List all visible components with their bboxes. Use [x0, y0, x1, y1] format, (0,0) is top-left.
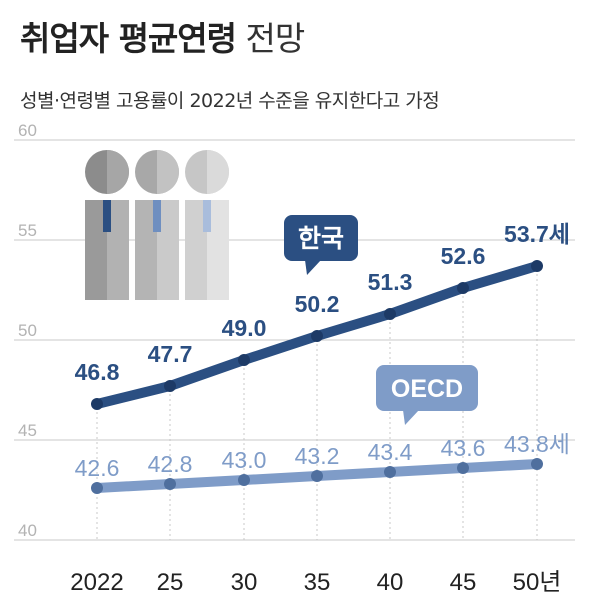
x-tick-label: 2022	[70, 569, 123, 596]
callout-korea-tail	[305, 260, 321, 275]
y-tick-label: 45	[18, 421, 37, 440]
people-illustration	[85, 150, 229, 300]
data-point	[457, 282, 469, 294]
data-label: 43.6	[441, 435, 486, 461]
callout-oecd-box	[376, 365, 478, 411]
person-figure-dark	[85, 150, 129, 300]
x-tick-label: 25	[157, 569, 184, 596]
data-label: 42.8	[148, 451, 193, 477]
y-tick-label: 55	[18, 221, 37, 240]
x-tick-label: 35	[304, 569, 331, 596]
data-point	[311, 330, 323, 342]
data-point	[91, 398, 103, 410]
data-label: 43.8세	[504, 431, 570, 457]
data-label: 53.7세	[504, 221, 570, 247]
y-tick-label: 50	[18, 321, 37, 340]
person-figure-medium	[135, 150, 179, 300]
y-tick-label: 60	[18, 121, 37, 140]
x-tick-label: 30	[231, 569, 258, 596]
callout-korea-label: 한국	[298, 225, 344, 253]
callout-korea: 한국	[284, 215, 358, 275]
data-label: 43.0	[222, 447, 267, 473]
data-point	[164, 380, 176, 392]
data-label: 42.6	[75, 455, 120, 481]
data-label: 46.8	[75, 359, 120, 385]
title-main: 취업자 평균연령	[20, 19, 237, 58]
callout-oecd-tail	[403, 410, 419, 425]
data-label: 43.4	[368, 439, 413, 465]
data-label: 43.2	[295, 443, 340, 469]
data-point	[238, 474, 250, 486]
data-label: 47.7	[148, 341, 193, 367]
x-tick-label: 40	[377, 569, 404, 596]
data-label: 51.3	[368, 269, 413, 295]
data-point	[311, 470, 323, 482]
data-point	[384, 308, 396, 320]
data-point	[457, 462, 469, 474]
data-point	[164, 478, 176, 490]
y-tick-label: 40	[18, 521, 37, 540]
series-callouts: 한국 OECD	[284, 215, 478, 425]
data-point	[531, 260, 543, 272]
chart-title: 취업자 평균연령 전망	[20, 12, 306, 60]
callout-oecd: OECD	[376, 365, 478, 425]
chart-subtitle: 성별·연령별 고용률이 2022년 수준을 유지한다고 가정	[20, 90, 440, 112]
callout-korea-box	[284, 215, 358, 261]
data-label: 52.6	[441, 243, 486, 269]
data-point	[531, 458, 543, 470]
data-point	[91, 482, 103, 494]
x-tick-label: 50년	[513, 569, 562, 596]
data-labels: 46.8 47.7 49.0 50.2 51.3 52.6 53.7세 42.6 42.8 43.…	[75, 221, 570, 481]
data-point	[238, 354, 250, 366]
data-label: 49.0	[222, 315, 267, 341]
person-figure-light	[185, 150, 229, 300]
data-point	[384, 466, 396, 478]
title-suffix: 전망	[245, 19, 306, 58]
data-label: 50.2	[295, 291, 340, 317]
x-tick-label: 45	[450, 569, 477, 596]
callout-oecd-label: OECD	[391, 375, 463, 403]
series	[91, 260, 543, 494]
